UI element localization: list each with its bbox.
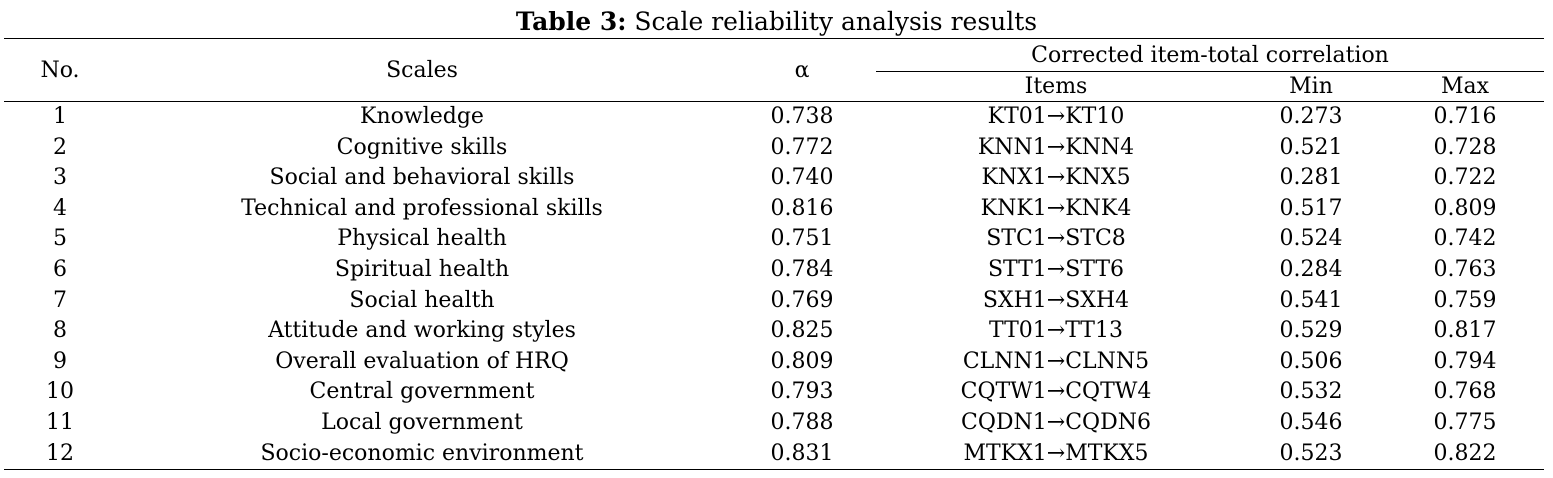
cell-items: SXH1→SXH4 bbox=[982, 287, 1130, 313]
table-row: 11 Local government 0.788 CQDN1→CQDN6 0.546 0… bbox=[4, 408, 1544, 439]
cell-max: 0.768 bbox=[1433, 379, 1497, 405]
cell-max: 0.809 bbox=[1433, 195, 1497, 221]
table-row: 10 Central government 0.793 CQTW1→CQTW4 0.53… bbox=[4, 377, 1544, 408]
cell-alpha: 0.751 bbox=[770, 226, 834, 252]
cell-items: KNN1→KNN4 bbox=[977, 134, 1135, 160]
table-row: 1 Knowledge 0.738 KT01→KT10 0.273 0.716 bbox=[4, 102, 1544, 133]
cell-no: 12 bbox=[4, 438, 116, 471]
header-corrected-item-total-correlation: Corrected item-total correlation bbox=[876, 38, 1545, 72]
cell-alpha: 0.793 bbox=[770, 379, 834, 405]
header-row-top: No. Scales α Corrected item-total correl… bbox=[4, 38, 1545, 102]
cell-min: 0.521 bbox=[1279, 134, 1343, 160]
cell-items: STC1→STC8 bbox=[986, 226, 1126, 252]
cell-no: 5 bbox=[53, 226, 67, 252]
cell-no: 10 bbox=[46, 379, 74, 405]
cell-scale: Knowledge bbox=[360, 104, 484, 129]
cell-min: 0.546 bbox=[1279, 409, 1343, 435]
cell-alpha: 0.825 bbox=[770, 318, 834, 344]
header-max: Max bbox=[1386, 71, 1545, 102]
table-row: 4 Technical and professional skills 0.816 K… bbox=[4, 194, 1544, 225]
table-body: 1 Knowledge 0.738 KT01→KT10 0.273 0.716 2 Cogni… bbox=[4, 102, 1545, 471]
cell-scale: Socio-economic environment bbox=[116, 438, 728, 471]
cell-scale: Central government bbox=[309, 379, 535, 405]
header-no: No. bbox=[4, 38, 116, 102]
cell-min: 0.284 bbox=[1279, 256, 1343, 282]
cell-max: 0.722 bbox=[1433, 165, 1497, 191]
cell-min: 0.532 bbox=[1279, 379, 1343, 405]
cell-scale: Physical health bbox=[337, 226, 507, 252]
table-row: 7 Social health 0.769 SXH1→SXH4 0.541 0.759 bbox=[4, 286, 1544, 317]
cell-scale: Local government bbox=[321, 409, 523, 435]
table-row: 12 Socio-economic environment 0.831 MTKX1→M… bbox=[4, 438, 1545, 471]
cell-no: 2 bbox=[53, 134, 67, 160]
cell-items: CQTW1→CQTW4 bbox=[960, 379, 1152, 405]
cell-no: 8 bbox=[53, 318, 67, 344]
cell-scale: Overall evaluation of HRQ bbox=[275, 348, 569, 374]
cell-no: 7 bbox=[53, 287, 67, 313]
cell-max: 0.716 bbox=[1433, 104, 1497, 129]
cell-min: 0.529 bbox=[1279, 318, 1343, 344]
cell-items: CQDN1→CQDN6 bbox=[961, 409, 1151, 435]
cell-max: 0.759 bbox=[1433, 287, 1497, 313]
cell-items: KT01→KT10 bbox=[987, 104, 1125, 129]
cell-max: 0.728 bbox=[1433, 134, 1497, 160]
cell-min: 0.523 bbox=[1236, 438, 1386, 471]
table-row: 3 Social and behavioral skills 0.740 KNX1→K… bbox=[4, 163, 1544, 194]
cell-max: 0.763 bbox=[1433, 256, 1497, 282]
cell-alpha: 0.769 bbox=[770, 287, 834, 313]
cell-max: 0.822 bbox=[1386, 438, 1545, 471]
cell-alpha: 0.831 bbox=[728, 438, 876, 471]
cell-min: 0.281 bbox=[1279, 165, 1343, 191]
cell-alpha: 0.740 bbox=[770, 165, 834, 191]
cell-min: 0.541 bbox=[1279, 287, 1343, 313]
cell-items: KNX1→KNX5 bbox=[981, 165, 1131, 191]
cell-no: 6 bbox=[53, 256, 67, 282]
header-items: Items bbox=[876, 71, 1236, 102]
cell-no: 1 bbox=[53, 104, 67, 129]
table-row: 9 Overall evaluation of HRQ 0.809 CLNN1→CLN… bbox=[4, 347, 1544, 378]
cell-max: 0.794 bbox=[1433, 348, 1497, 374]
header-row-sub: Items Min Max bbox=[4, 71, 1545, 102]
table-header: No. Scales α Corrected item-total correl… bbox=[4, 38, 1545, 102]
cell-max: 0.775 bbox=[1433, 409, 1497, 435]
cell-max: 0.742 bbox=[1433, 226, 1497, 252]
cell-no: 9 bbox=[53, 348, 67, 374]
table-caption-text: Scale reliability analysis results bbox=[626, 7, 1038, 36]
table-caption-label: Table 3: bbox=[515, 7, 627, 36]
results-table: No. Scales α Corrected item-total correl… bbox=[4, 38, 1545, 471]
cell-no: 11 bbox=[46, 409, 74, 435]
cell-items: STT1→STT6 bbox=[987, 256, 1125, 282]
table-row: 6 Spiritual health 0.784 STT1→STT6 0.284 0.76… bbox=[4, 255, 1544, 286]
cell-alpha: 0.784 bbox=[770, 256, 834, 282]
cell-min: 0.524 bbox=[1279, 226, 1343, 252]
header-min: Min bbox=[1236, 71, 1386, 102]
table-row: 5 Physical health 0.751 STC1→STC8 0.524 0.742 bbox=[4, 224, 1544, 255]
cell-items: TT01→TT13 bbox=[989, 318, 1123, 344]
cell-scale: Cognitive skills bbox=[336, 134, 508, 160]
cell-scale: Technical and professional skills bbox=[241, 195, 603, 221]
cell-min: 0.273 bbox=[1279, 104, 1343, 129]
header-scales: Scales bbox=[116, 38, 728, 102]
cell-items: CLNN1→CLNN5 bbox=[962, 348, 1150, 374]
cell-items: KNK1→KNK4 bbox=[980, 195, 1132, 221]
cell-min: 0.517 bbox=[1279, 195, 1343, 221]
cell-alpha: 0.809 bbox=[770, 348, 834, 374]
cell-no: 3 bbox=[53, 165, 67, 191]
table-row: 8 Attitude and working styles 0.825 TT01→TT… bbox=[4, 316, 1544, 347]
table-row: 2 Cognitive skills 0.772 KNN1→KNN4 0.521 0.72… bbox=[4, 133, 1544, 164]
cell-scale: Social and behavioral skills bbox=[269, 165, 575, 191]
cell-scale: Spiritual health bbox=[334, 256, 510, 282]
cell-items: MTKX1→MTKX5 bbox=[876, 438, 1236, 471]
cell-scale: Attitude and working styles bbox=[268, 318, 576, 344]
cell-max: 0.817 bbox=[1433, 318, 1497, 344]
cell-scale: Social health bbox=[349, 287, 495, 313]
cell-alpha: 0.816 bbox=[770, 195, 834, 221]
cell-no: 4 bbox=[53, 195, 67, 221]
cell-min: 0.506 bbox=[1279, 348, 1343, 374]
cell-alpha: 0.788 bbox=[770, 409, 834, 435]
header-alpha: α bbox=[728, 38, 876, 102]
table-caption: Table 3: Scale reliability analysis resu… bbox=[0, 6, 1553, 38]
cell-alpha: 0.772 bbox=[770, 134, 834, 160]
cell-alpha: 0.738 bbox=[770, 104, 834, 129]
